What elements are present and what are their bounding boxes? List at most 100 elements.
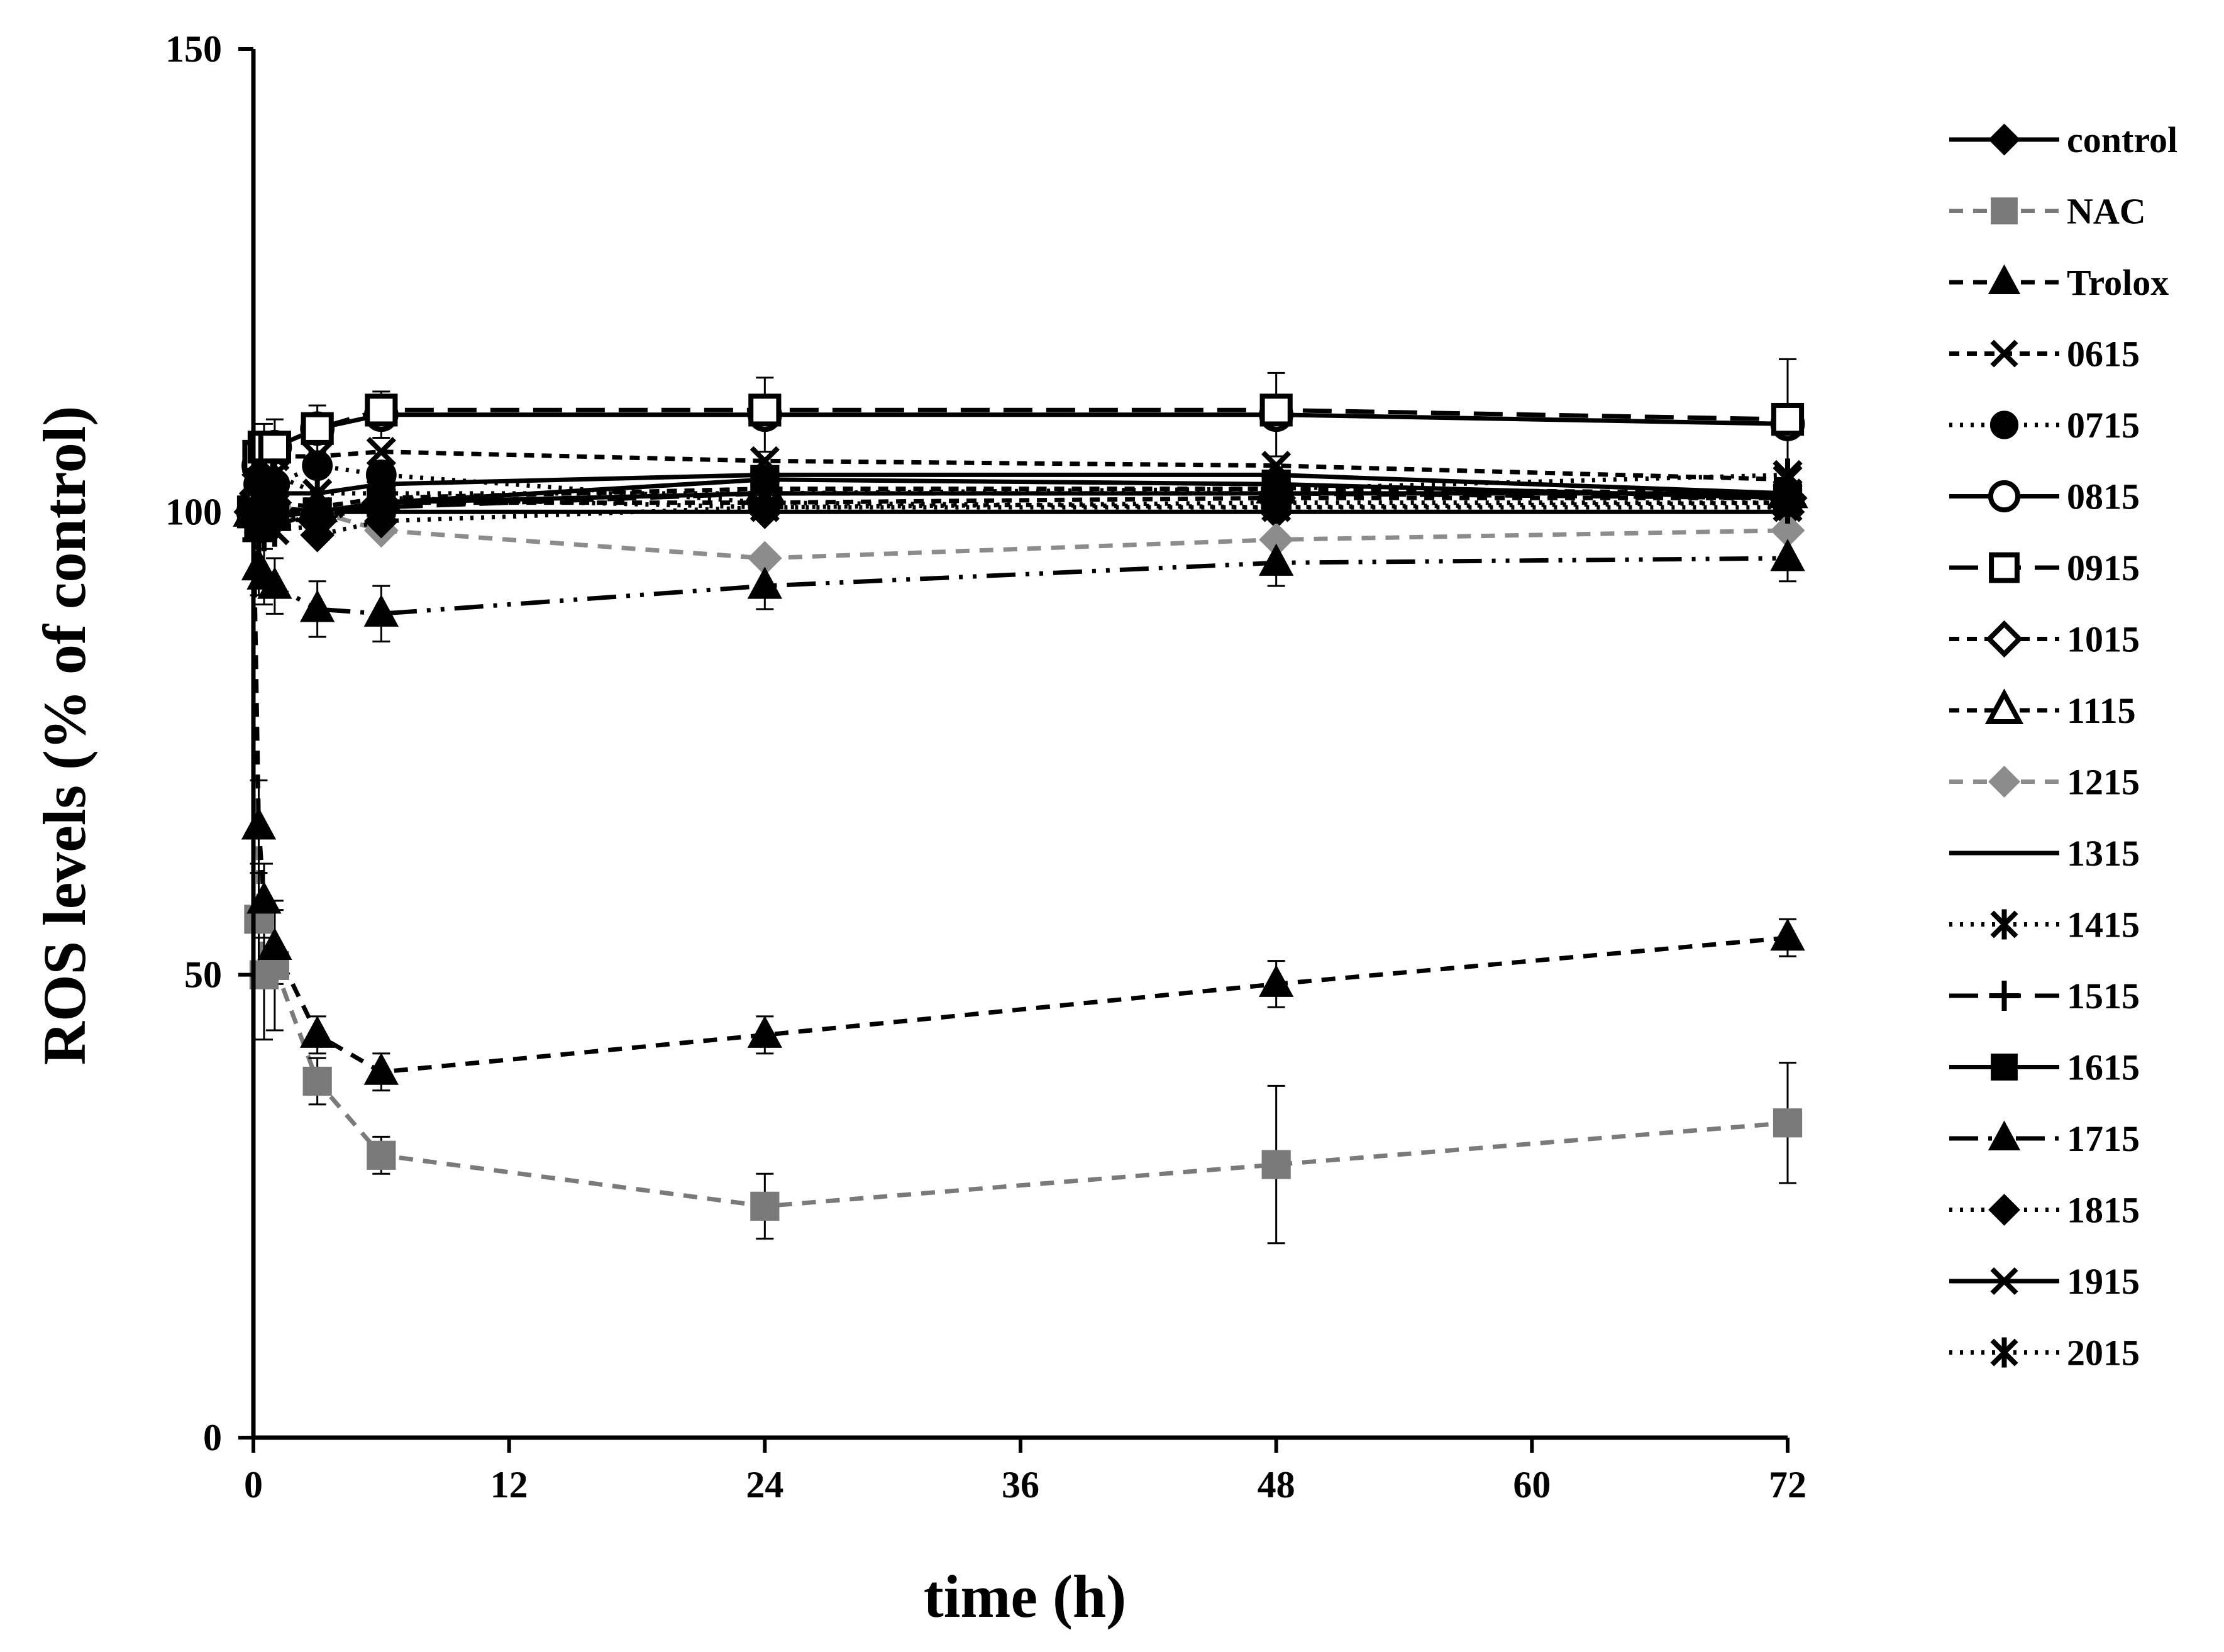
legend-label: 0715 xyxy=(2067,405,2140,446)
data-point xyxy=(1771,402,1805,436)
legend-item: 0815 xyxy=(1949,476,2140,517)
legend-swatch-marker xyxy=(1990,1337,2018,1368)
data-point xyxy=(241,807,277,840)
legend-item: 1815 xyxy=(1949,1190,2140,1231)
marker-stroke xyxy=(1990,1267,2018,1296)
data-point xyxy=(1773,458,1803,492)
data-point xyxy=(299,1015,335,1048)
data-point xyxy=(363,594,399,627)
y-tick-label: 0 xyxy=(203,1417,222,1458)
legend-swatch-marker xyxy=(1991,197,2018,224)
y-axis-title: ROS levels (% of control) xyxy=(31,406,98,1066)
legend-item: Trolox xyxy=(1949,262,2169,303)
data-point xyxy=(1259,394,1293,427)
data-point xyxy=(1258,964,1294,997)
data-point xyxy=(366,476,396,510)
legend-swatch-marker xyxy=(1989,552,2020,583)
x-tick-label: 36 xyxy=(1002,1464,1039,1506)
marker-stroke xyxy=(1990,339,2018,368)
legend-swatch-marker xyxy=(1988,264,2021,294)
legend-label: 1215 xyxy=(2067,762,2140,803)
data-point xyxy=(301,412,334,445)
legend-item: 1515 xyxy=(1949,976,2140,1016)
legend-label: 1715 xyxy=(2067,1118,2140,1159)
legend-swatch-marker xyxy=(1991,1054,2018,1081)
legend-label: 1915 xyxy=(2067,1261,2140,1302)
legend-item: 0615 xyxy=(1949,334,2140,375)
data-point xyxy=(246,881,282,914)
marker-stroke xyxy=(260,492,290,522)
legend-swatch-marker xyxy=(1988,1120,2021,1150)
data-point xyxy=(748,394,782,427)
legend-swatch-marker xyxy=(1989,981,2020,1011)
data-point xyxy=(367,1140,396,1170)
data-point xyxy=(1770,539,1805,571)
legend-swatch-marker xyxy=(1988,123,2020,156)
data-point xyxy=(302,1066,332,1096)
legend-swatch-marker xyxy=(1985,620,2023,658)
legend-item: 1315 xyxy=(1949,833,2140,874)
legend-item: control xyxy=(1949,119,2177,160)
legend-label: 0915 xyxy=(2067,548,2140,588)
legend-item: 1915 xyxy=(1949,1261,2140,1302)
data-point xyxy=(302,476,333,510)
data-point xyxy=(363,1052,399,1085)
data-point xyxy=(750,1191,780,1221)
legend-swatch-marker xyxy=(1988,1194,2020,1226)
data-point xyxy=(1773,1108,1803,1138)
legend-item: 0715 xyxy=(1949,405,2140,446)
legend-item: 2015 xyxy=(1949,1333,2140,1374)
data-point xyxy=(257,927,292,960)
legend-item: 1615 xyxy=(1949,1047,2140,1088)
legend-item: 0915 xyxy=(1949,548,2140,588)
legend-label: 0815 xyxy=(2067,476,2140,517)
legend-label: 1415 xyxy=(2067,905,2140,945)
legend-label: NAC xyxy=(2067,191,2146,232)
legend-item: 1115 xyxy=(1949,688,2136,731)
legend-label: 1615 xyxy=(2067,1047,2140,1088)
legend-label: 0615 xyxy=(2067,334,2140,375)
axes-group: 0 12 24 36 48 60 72 0 50 100 150 xyxy=(165,28,1806,1506)
legend-item: NAC xyxy=(1949,191,2146,232)
series-line xyxy=(251,512,1788,1209)
data-point xyxy=(366,436,396,467)
series-line xyxy=(251,511,1788,616)
legend-swatch-marker xyxy=(1989,410,2019,439)
legend-label: control xyxy=(2067,119,2177,160)
legend-label: 1815 xyxy=(2067,1190,2140,1231)
series-lines-group xyxy=(251,407,1788,1209)
data-point xyxy=(300,517,335,553)
legend-label: 1015 xyxy=(2067,619,2140,660)
data-point xyxy=(1258,543,1294,576)
y-tick-label: 100 xyxy=(165,491,222,532)
x-axis-title: time (h) xyxy=(924,1563,1127,1630)
legend-swatch-marker xyxy=(1988,766,2020,798)
x-tick-label: 0 xyxy=(244,1464,263,1506)
x-tick-label: 60 xyxy=(1513,1464,1551,1506)
data-point xyxy=(258,431,291,464)
legend-item: 1715 xyxy=(1949,1118,2140,1159)
data-point xyxy=(747,1015,783,1048)
legend-swatch-marker xyxy=(1990,1267,2018,1296)
x-tick-label: 24 xyxy=(746,1464,783,1506)
data-point xyxy=(1261,1150,1291,1179)
legend-label: 2015 xyxy=(2067,1333,2140,1374)
x-tick-label: 72 xyxy=(1769,1464,1806,1506)
data-point xyxy=(365,394,398,427)
data-point xyxy=(747,566,783,599)
legend: control NAC Trolox 0615 0715 0815 0915 1015 1115… xyxy=(1949,119,2177,1374)
data-point xyxy=(1770,918,1805,951)
legend-label: Trolox xyxy=(2067,262,2169,303)
legend-label: 1515 xyxy=(2067,976,2140,1016)
series-line xyxy=(251,512,1788,1074)
legend-swatch-marker xyxy=(1984,688,2024,724)
data-point xyxy=(260,458,290,492)
data-point xyxy=(1261,472,1292,505)
legend-item: 1415 xyxy=(1949,905,2140,945)
legend-item: 1015 xyxy=(1949,619,2140,660)
legend-swatch-marker xyxy=(1990,339,2018,368)
legend-label: 1315 xyxy=(2067,833,2140,874)
y-tick-label: 150 xyxy=(165,28,222,70)
